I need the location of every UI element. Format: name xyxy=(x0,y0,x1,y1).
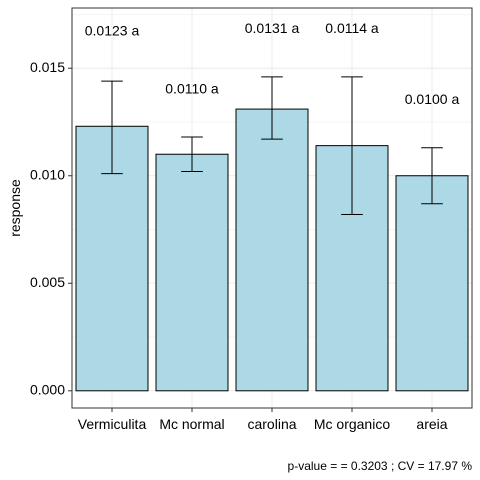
y-axis-title: response xyxy=(7,179,23,237)
data-label: 0.0131 a xyxy=(245,20,300,36)
x-tick-label: Vermiculita xyxy=(78,416,147,432)
x-tick-label: Mc organico xyxy=(314,416,390,432)
caption: p-value = = 0.3203 ; CV = 17.97 % xyxy=(288,459,473,473)
data-label: 0.0114 a xyxy=(325,20,379,36)
bar xyxy=(395,175,469,392)
y-tick-label: 0.010 xyxy=(30,166,65,182)
x-tick-label: Mc normal xyxy=(159,416,224,432)
y-tick-label: 0.015 xyxy=(30,59,65,75)
bar-labels: 0.0123 a 0.0110 a 0.0131 a 0.0114 a 0.0100 a xyxy=(85,20,460,107)
y-axis: 0.000 0.005 0.010 0.015 xyxy=(30,59,72,397)
y-tick-label: 0.005 xyxy=(30,274,65,290)
x-axis: Vermiculita Mc normal carolina Mc organico a… xyxy=(78,408,448,432)
x-tick-label: areia xyxy=(416,416,447,432)
x-tick-label: carolina xyxy=(247,416,296,432)
bar xyxy=(235,108,309,392)
bar xyxy=(155,153,229,392)
error-bars xyxy=(101,76,443,215)
data-label: 0.0100 a xyxy=(405,91,460,107)
data-label: 0.0123 a xyxy=(85,22,140,38)
y-tick-label: 0.000 xyxy=(30,381,65,397)
bars xyxy=(75,108,469,392)
data-label: 0.0110 a xyxy=(165,80,219,96)
